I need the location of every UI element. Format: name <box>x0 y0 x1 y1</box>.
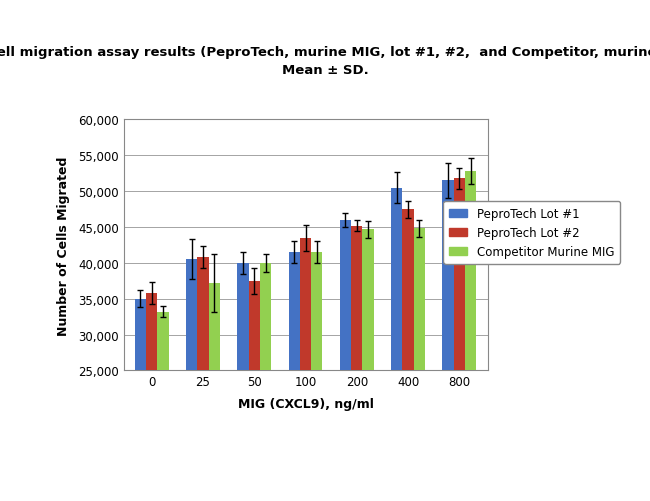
Bar <box>391 188 402 501</box>
Legend: PeproTech Lot #1, PeproTech Lot #2, Competitor Murine MIG: PeproTech Lot #1, PeproTech Lot #2, Comp… <box>443 202 620 264</box>
Bar <box>454 179 465 501</box>
Bar <box>157 312 168 501</box>
Bar <box>300 238 311 501</box>
Bar <box>311 253 322 501</box>
Bar <box>248 281 260 501</box>
Bar <box>198 258 209 501</box>
Y-axis label: Number of Cells Migrated: Number of Cells Migrated <box>57 156 70 335</box>
Bar <box>260 264 271 501</box>
Bar <box>363 230 374 501</box>
Bar <box>289 253 300 501</box>
Text: Mean ± SD.: Mean ± SD. <box>281 64 369 77</box>
Bar <box>146 294 157 501</box>
Text: Transwell migration assay results (PeproTech, murine MIG, lot #1, #2,  and Compe: Transwell migration assay results (Pepro… <box>0 46 650 59</box>
Bar <box>237 264 248 501</box>
Bar <box>402 210 413 501</box>
Bar <box>351 226 363 501</box>
Bar <box>465 172 476 501</box>
Bar <box>209 284 220 501</box>
Bar <box>413 229 425 501</box>
X-axis label: MIG (CXCL9), ng/ml: MIG (CXCL9), ng/ml <box>237 397 374 410</box>
Bar <box>135 299 146 501</box>
Bar <box>340 220 351 501</box>
Bar <box>443 181 454 501</box>
Bar <box>186 260 198 501</box>
